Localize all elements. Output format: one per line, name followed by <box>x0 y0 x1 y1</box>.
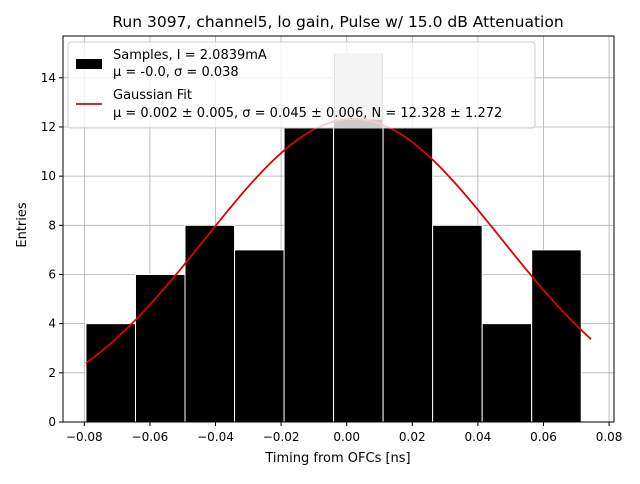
legend-fit-params: μ = 0.002 ± 0.005, σ = 0.045 ± 0.006, N … <box>113 106 502 121</box>
histogram-bar <box>184 224 236 423</box>
y-tick-label: 12 <box>41 120 56 134</box>
histogram-bar <box>134 273 186 423</box>
x-tick-label: −0.06 <box>132 430 169 444</box>
y-axis-ticks: 0 2 4 6 8 10 12 14 <box>41 71 63 429</box>
x-tick-label: 0.00 <box>333 430 360 444</box>
histogram-bar <box>234 249 285 423</box>
y-axis-label: Entries <box>15 202 30 248</box>
y-tick-label: 4 <box>48 317 56 331</box>
y-tick-label: 2 <box>48 366 56 380</box>
histogram-bar <box>481 323 533 423</box>
legend-histogram-swatch <box>76 59 102 69</box>
y-tick-label: 10 <box>41 169 56 183</box>
y-tick-label: 6 <box>48 267 56 281</box>
x-tick-label: 0.08 <box>596 430 623 444</box>
x-axis-ticks: −0.08 −0.06 −0.04 −0.02 0.00 0.02 0.04 0.06 0.08 <box>66 422 623 444</box>
y-tick-label: 8 <box>48 218 56 232</box>
x-tick-label: −0.02 <box>263 430 300 444</box>
x-tick-label: −0.08 <box>66 430 103 444</box>
x-tick-label: 0.06 <box>530 430 557 444</box>
x-axis-label: Timing from OFCs [ns] <box>264 451 410 466</box>
y-tick-label: 0 <box>48 415 56 429</box>
axes-frame <box>62 35 615 423</box>
histogram-bar <box>85 323 136 423</box>
histogram-bar <box>382 126 434 423</box>
x-tick-label: −0.04 <box>197 430 234 444</box>
y-tick-label: 14 <box>41 71 56 85</box>
histogram-bar <box>531 249 582 423</box>
legend-histogram-stats: μ = -0.0, σ = 0.038 <box>113 65 239 80</box>
histogram-bar <box>432 224 483 423</box>
legend-fit-label: Gaussian Fit <box>113 88 192 103</box>
histogram-bar <box>283 126 335 423</box>
x-tick-label: 0.04 <box>465 430 492 444</box>
legend-histogram-label: Samples, I = 2.0839mA <box>113 48 267 63</box>
chart-title: Run 3097, channel5, lo gain, Pulse w/ 15… <box>112 13 563 31</box>
legend: Samples, I = 2.0839mA μ = -0.0, σ = 0.03… <box>67 41 536 129</box>
x-tick-label: 0.02 <box>399 430 426 444</box>
legend-box <box>67 41 536 129</box>
